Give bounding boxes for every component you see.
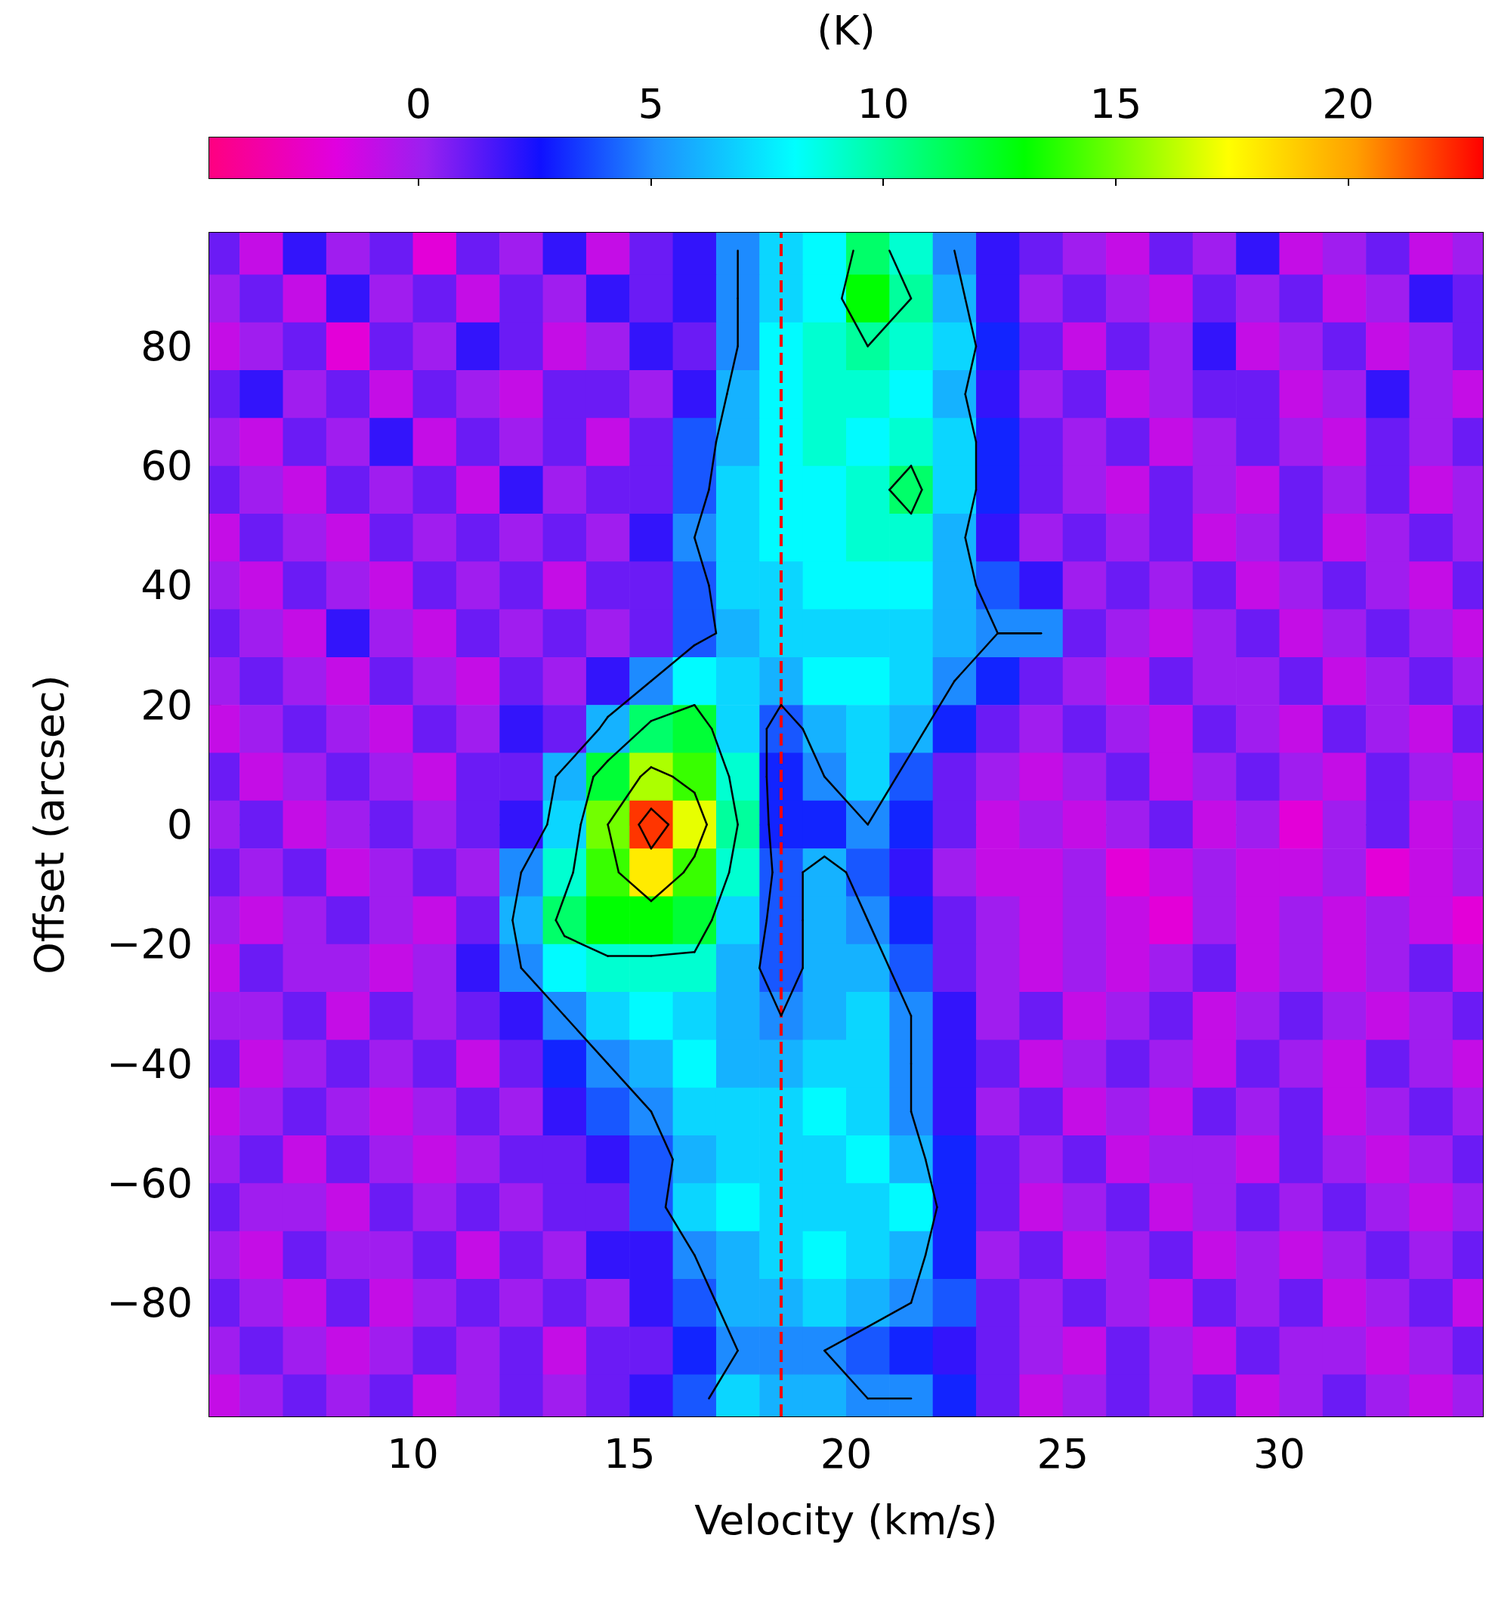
svg-text:Velocity (km/s): Velocity (km/s)	[694, 1496, 998, 1545]
svg-text:−80: −80	[106, 1278, 193, 1327]
svg-text:5: 5	[637, 80, 664, 128]
svg-text:−20: −20	[106, 920, 193, 968]
svg-text:−40: −40	[106, 1040, 193, 1088]
svg-text:20: 20	[1322, 80, 1375, 128]
svg-text:25: 25	[1036, 1430, 1089, 1478]
svg-text:−60: −60	[106, 1159, 193, 1208]
svg-text:60: 60	[140, 441, 193, 490]
svg-text:10: 10	[386, 1430, 439, 1478]
svg-text:10: 10	[857, 80, 910, 128]
svg-text:30: 30	[1253, 1430, 1306, 1478]
svg-text:0: 0	[405, 80, 432, 128]
svg-text:15: 15	[1090, 80, 1143, 128]
svg-text:0: 0	[166, 800, 193, 849]
svg-text:15: 15	[603, 1430, 656, 1478]
svg-text:80: 80	[140, 322, 193, 371]
svg-text:Offset (arcsec): Offset (arcsec)	[25, 674, 74, 974]
svg-text:(K): (K)	[816, 6, 876, 55]
svg-text:40: 40	[140, 561, 193, 609]
svg-text:20: 20	[820, 1430, 873, 1478]
svg-text:20: 20	[140, 681, 193, 730]
